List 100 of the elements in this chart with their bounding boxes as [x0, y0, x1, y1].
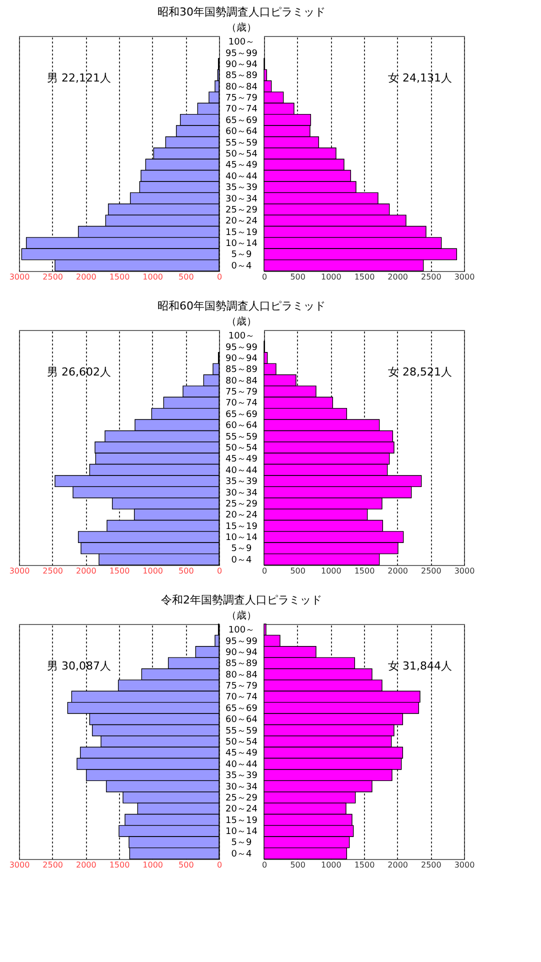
x-tick-label: 3000 — [9, 566, 30, 576]
y-tick-label: 95～99 — [226, 48, 258, 59]
y-tick-label: 35～39 — [226, 771, 258, 782]
y-tick-label: 45～49 — [226, 748, 258, 759]
x-tick-label: 0 — [216, 272, 222, 282]
x-tick-label: 2000 — [76, 272, 96, 282]
y-tick-label: 55～59 — [226, 138, 258, 148]
x-tick-label: 500 — [178, 272, 194, 282]
x-tick-label: 0 — [262, 566, 268, 576]
y-tick-label: 65～69 — [226, 116, 258, 126]
y-tick-label: 50～54 — [226, 150, 258, 160]
y-tick-label: 80～84 — [226, 82, 258, 92]
x-tick-label: 0 — [262, 860, 268, 870]
chart-title: 昭和60年国勢調査人口ピラミッド — [158, 300, 326, 312]
y-axis-title: （歳） — [226, 22, 256, 34]
x-tick-label: 2500 — [420, 566, 442, 576]
y-tick-label: 50～54 — [226, 444, 258, 454]
y-tick-label: 20～24 — [226, 510, 258, 521]
x-tick-label: 1500 — [109, 272, 130, 282]
y-tick-label: 75～79 — [226, 388, 258, 398]
annotation: 女 28,521人 — [388, 365, 452, 378]
x-tick-label: 1000 — [320, 566, 342, 576]
x-tick-label: 2500 — [42, 566, 64, 576]
y-tick-label: 100～ — [228, 38, 255, 48]
chart-title: 令和2年国勢調査人口ピラミッド — [161, 594, 322, 606]
x-tick-label: 2000 — [76, 566, 96, 576]
y-tick-label: 10～14 — [226, 239, 258, 250]
x-tick-label: 1500 — [354, 566, 375, 576]
y-tick-label: 40～44 — [226, 172, 258, 182]
chart-title: 昭和30年国勢調査人口ピラミッド — [158, 6, 326, 18]
x-tick-label: 2000 — [388, 860, 408, 870]
y-tick-label: 15～19 — [226, 228, 258, 238]
y-tick-label: 10～14 — [226, 533, 258, 544]
y-tick-label: 75～79 — [226, 682, 258, 692]
x-tick-label: 500 — [290, 860, 306, 870]
x-tick-label: 3000 — [9, 272, 30, 282]
y-tick-label: 30～34 — [226, 488, 258, 498]
y-tick-label: 5～9 — [231, 250, 252, 260]
annotation: 女 31,844人 — [388, 659, 452, 672]
x-tick-label: 0 — [216, 566, 222, 576]
y-tick-label: 100～ — [228, 332, 255, 342]
x-tick-label: 1000 — [142, 860, 164, 870]
y-tick-label: 20～24 — [226, 804, 258, 815]
y-tick-label: 40～44 — [226, 760, 258, 770]
y-axis-title: （歳） — [226, 316, 256, 328]
y-tick-label: 90～94 — [226, 648, 258, 658]
y-tick-label: 15～19 — [226, 522, 258, 532]
y-tick-label: 95～99 — [226, 636, 258, 647]
x-tick-label: 1500 — [354, 860, 375, 870]
y-tick-label: 70～74 — [226, 692, 258, 703]
x-tick-label: 2500 — [420, 272, 442, 282]
x-tick-label: 3000 — [9, 860, 30, 870]
annotation: 男 22,121人 — [47, 71, 111, 84]
y-tick-label: 30～34 — [226, 194, 258, 204]
x-tick-label: 2500 — [420, 860, 442, 870]
x-tick-label: 1500 — [109, 860, 130, 870]
y-tick-label: 30～34 — [226, 782, 258, 792]
y-tick-label: 85～89 — [226, 659, 258, 670]
x-tick-label: 1000 — [320, 272, 342, 282]
y-tick-label: 25～29 — [226, 793, 258, 804]
y-tick-label: 60～64 — [226, 127, 258, 138]
y-tick-label: 70～74 — [226, 398, 258, 409]
y-tick-label: 70～74 — [226, 104, 258, 115]
x-tick-label: 0 — [262, 272, 268, 282]
x-tick-label: 500 — [178, 860, 194, 870]
y-tick-label: 0～4 — [231, 555, 252, 566]
y-tick-label: 75～79 — [226, 94, 258, 104]
x-tick-label: 500 — [290, 272, 306, 282]
y-tick-label: 100～ — [228, 626, 255, 636]
y-tick-label: 45～49 — [226, 160, 258, 171]
annotation: 女 24,131人 — [388, 71, 452, 84]
y-tick-label: 10～14 — [226, 827, 258, 838]
y-tick-label: 15～19 — [226, 816, 258, 826]
x-tick-label: 500 — [290, 566, 306, 576]
y-tick-label: 65～69 — [226, 410, 258, 420]
x-tick-label: 1000 — [320, 860, 342, 870]
annotation: 男 26,602人 — [47, 365, 111, 378]
y-tick-label: 90～94 — [226, 60, 258, 70]
y-axis-title: （歳） — [226, 610, 256, 622]
annotation: 男 30,087人 — [47, 659, 111, 672]
y-tick-label: 0～4 — [231, 849, 252, 860]
x-tick-label: 500 — [178, 566, 194, 576]
y-tick-label: 35～39 — [226, 477, 258, 488]
y-tick-label: 0～4 — [231, 261, 252, 272]
y-tick-label: 40～44 — [226, 466, 258, 476]
x-tick-label: 2500 — [42, 860, 64, 870]
x-tick-label: 3000 — [454, 272, 475, 282]
y-tick-label: 80～84 — [226, 376, 258, 386]
x-tick-label: 2000 — [76, 860, 96, 870]
x-tick-label: 3000 — [454, 860, 475, 870]
x-tick-label: 0 — [216, 860, 222, 870]
x-tick-label: 1500 — [354, 272, 375, 282]
y-tick-label: 85～89 — [226, 71, 258, 82]
y-tick-label: 25～29 — [226, 499, 258, 510]
x-tick-label: 2000 — [388, 566, 408, 576]
y-tick-label: 20～24 — [226, 216, 258, 227]
y-tick-label: 5～9 — [231, 544, 252, 554]
y-tick-label: 45～49 — [226, 454, 258, 465]
y-tick-label: 95～99 — [226, 342, 258, 353]
y-tick-label: 50～54 — [226, 738, 258, 748]
